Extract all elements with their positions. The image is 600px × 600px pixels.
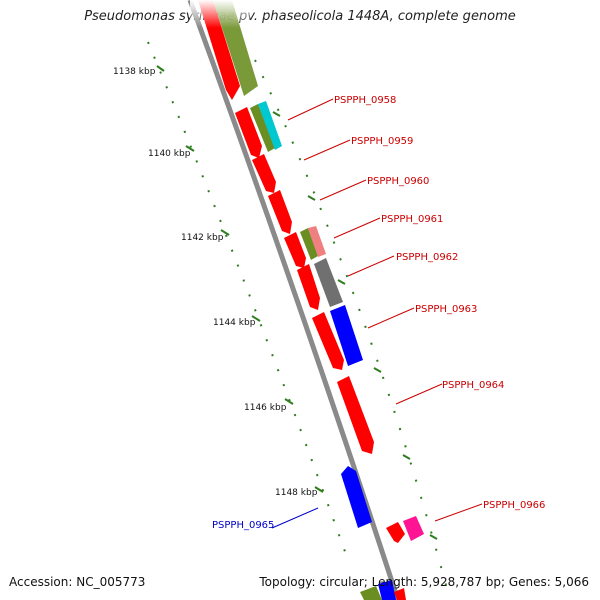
cog-feature (258, 101, 282, 150)
gene-feature (235, 107, 262, 158)
cog-feature (403, 516, 424, 541)
gene-feature (386, 522, 405, 543)
gene-label-pspph-0958[interactable]: PSPPH_0958 (334, 95, 396, 106)
gene-label-pspph-0963[interactable]: PSPPH_0963 (415, 304, 477, 315)
genome-backbone (187, 0, 401, 600)
cog-feature (360, 586, 382, 600)
gene-feature (312, 312, 344, 370)
gene-feature (337, 376, 374, 454)
tick-label: 1140 kbp (148, 149, 191, 159)
gene-label-pspph-0965[interactable]: PSPPH_0965 (212, 520, 274, 531)
gene-label-pspph-0962[interactable]: PSPPH_0962 (396, 252, 458, 263)
tick-label: 1148 kbp (275, 488, 318, 498)
cog-feature (308, 226, 326, 257)
cog-feature (250, 104, 275, 152)
gene-label-pspph-0966[interactable]: PSPPH_0966 (483, 500, 545, 511)
cog-feature (300, 228, 318, 260)
gene-feature (297, 264, 320, 310)
gene-label-pspph-0961[interactable]: PSPPH_0961 (381, 214, 443, 225)
gene-feature (341, 466, 372, 528)
cog-feature (330, 305, 363, 366)
gene-feature (268, 190, 292, 234)
top-fade (190, 0, 250, 28)
gene-label-pspph-0959[interactable]: PSPPH_0959 (351, 136, 413, 147)
gene-feature (394, 588, 406, 600)
cog-feature (314, 258, 343, 307)
genome-summary-text: Topology: circular; Length: 5,928,787 bp… (259, 575, 589, 589)
tick-label: 1144 kbp (213, 318, 256, 328)
tick-label: 1138 kbp (113, 67, 156, 77)
tick-label: 1146 kbp (244, 403, 287, 413)
gene-feature (378, 580, 396, 600)
gene-feature (284, 232, 306, 268)
gene-label-pspph-0960[interactable]: PSPPH_0960 (367, 176, 429, 187)
accession-text: Accession: NC_005773 (9, 575, 146, 589)
tick-label: 1142 kbp (181, 233, 224, 243)
leader-lines (271, 98, 483, 529)
gene-feature (252, 154, 276, 193)
major-ticks (156, 65, 438, 540)
gene-label-pspph-0964[interactable]: PSPPH_0964 (442, 380, 504, 391)
